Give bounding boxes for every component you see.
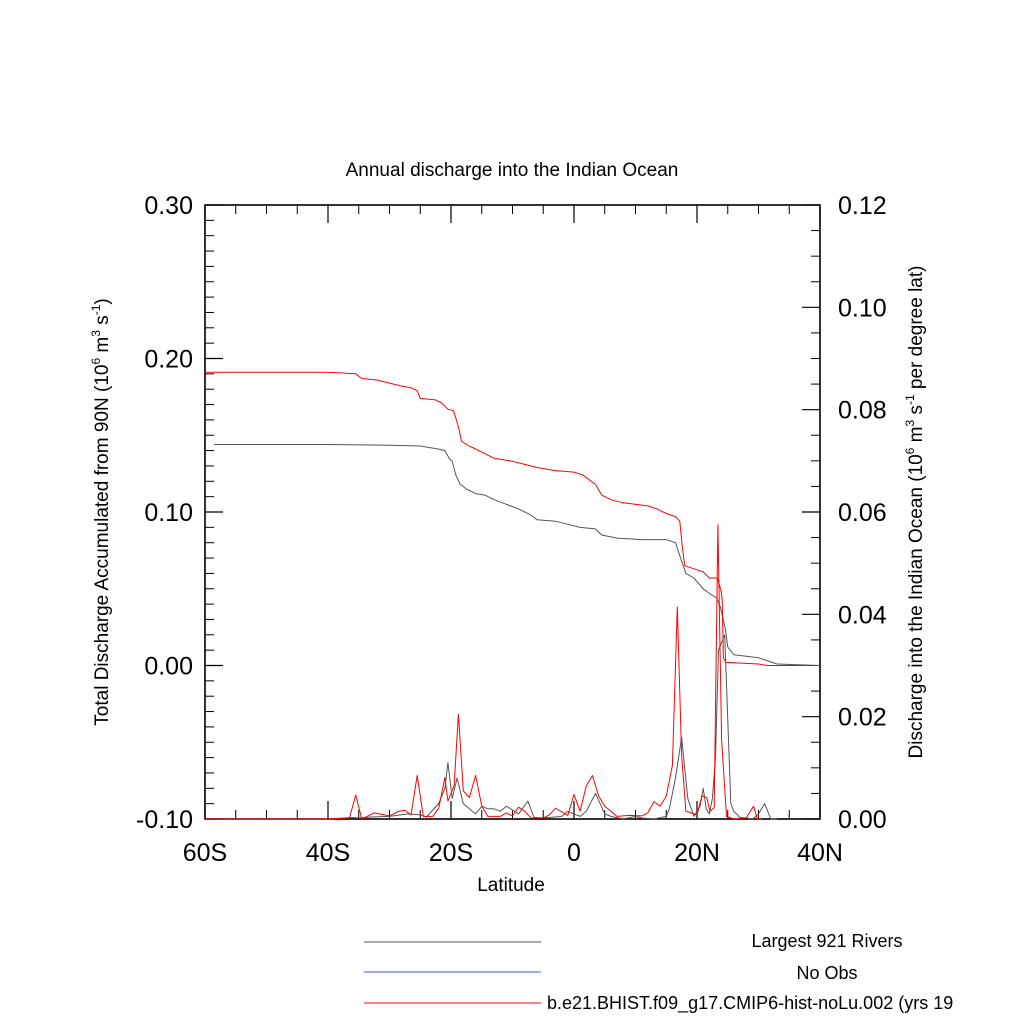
series-red-per-degree-line [205, 524, 762, 820]
legend: Largest 921 Rivers No Obs b.e21.BHIST.f0… [364, 931, 953, 1014]
legend-label-model-run: b.e21.BHIST.f09_g17.CMIP6-hist-noLu.002 … [547, 993, 953, 1014]
x-tick-label: 40S [306, 839, 350, 867]
series-red-accumulated-line [205, 371, 820, 666]
right-y-tick-label: 0.12 [838, 192, 887, 220]
legend-label-no-obs: No Obs [796, 963, 857, 983]
series-gray-accumulated-line [214, 444, 821, 666]
left-y-axis-ticks: -0.10 0.00 0.10 0.20 0.30 [136, 192, 223, 834]
x-tick-label: 20S [429, 839, 473, 867]
right-y-tick-label: 0.06 [838, 499, 887, 527]
x-tick-label: 20N [674, 839, 720, 867]
left-y-tick-label: 0.00 [144, 653, 193, 681]
series-layer [205, 371, 821, 820]
chart-title: Annual discharge into the Indian Ocean [346, 160, 679, 181]
right-y-tick-label: 0.10 [838, 294, 887, 322]
right-y-tick-label: 0.04 [838, 601, 887, 629]
right-y-tick-label: 0.08 [838, 397, 887, 425]
left-y-tick-label: -0.10 [136, 806, 193, 834]
right-y-tick-label: 0.00 [838, 806, 887, 834]
right-y-axis-ticks: 0.00 0.02 0.04 0.06 0.08 0.10 0.12 [802, 192, 887, 834]
left-y-axis-title: Total Discharge Accumulated from 90N (10… [89, 298, 113, 725]
legend-label-largest-rivers: Largest 921 Rivers [751, 931, 902, 951]
x-tick-label: 40N [797, 839, 843, 867]
x-axis-ticks: 60S 40S 20S 0 20N 40N [183, 205, 843, 867]
x-axis-title: Latitude [477, 875, 545, 896]
x-tick-label: 0 [567, 839, 581, 867]
right-y-axis-title: Discharge into the Indian Ocean (106 m3 … [903, 266, 927, 759]
series-gray-per-degree-line [205, 634, 777, 820]
right-y-tick-label: 0.02 [838, 704, 887, 732]
left-y-tick-label: 0.20 [144, 346, 193, 374]
left-y-tick-label: 0.10 [144, 499, 193, 527]
left-y-tick-label: 0.30 [144, 192, 193, 220]
x-tick-label: 60S [183, 839, 227, 867]
